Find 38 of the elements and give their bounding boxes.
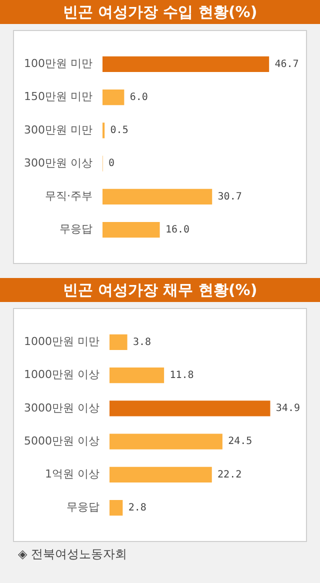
y-tick-label: 5000만원 이상 — [24, 434, 100, 448]
data-label: 6.0 — [130, 92, 148, 103]
y-tick-label: 1000만원 미만 — [24, 335, 100, 348]
data-label: 22.2 — [218, 469, 242, 480]
data-label: 11.8 — [170, 370, 194, 381]
data-label: 34.9 — [276, 403, 300, 414]
y-tick-label: 3000만원 이상 — [24, 401, 100, 414]
bar — [109, 500, 123, 516]
y-tick-label: 300만원 이상 — [24, 156, 92, 170]
data-label: 30.7 — [218, 191, 242, 202]
data-label: 16.0 — [165, 224, 190, 236]
bar — [102, 56, 270, 72]
bar — [109, 367, 164, 384]
bar — [102, 188, 212, 205]
y-tick-label: 무직·주부 — [44, 190, 92, 203]
data-label: 0.5 — [110, 125, 128, 136]
chart-title: 빈곤 여성가장 수입 현황(%) — [0, 0, 320, 24]
chart-title: 빈곤 여성가장 채무 현황(%) — [0, 278, 320, 302]
y-tick-label: 1000만원 이상 — [24, 368, 100, 382]
y-tick-label: 150만원 미만 — [24, 90, 92, 104]
data-label: 3.8 — [132, 336, 152, 348]
data-label: 46.7 — [274, 58, 299, 70]
bar — [102, 122, 105, 138]
data-label: 24.5 — [228, 436, 252, 448]
y-tick-label: 무응답 — [59, 222, 92, 236]
bar — [109, 400, 270, 416]
bar — [102, 222, 160, 238]
y-tick-label: 1억원 이상 — [44, 468, 100, 481]
bar — [109, 334, 128, 350]
data-label: 0 — [108, 158, 115, 170]
y-tick-label: 300만원 미만 — [24, 123, 92, 136]
y-tick-label: 무응답 — [66, 500, 100, 514]
bar — [109, 434, 222, 450]
text: ◈ 전북여성노동자회 — [18, 546, 128, 563]
data-label: 2.8 — [128, 502, 146, 514]
y-tick-label: 100만원 미만 — [24, 57, 92, 70]
bar — [109, 466, 212, 483]
bar — [102, 89, 124, 106]
